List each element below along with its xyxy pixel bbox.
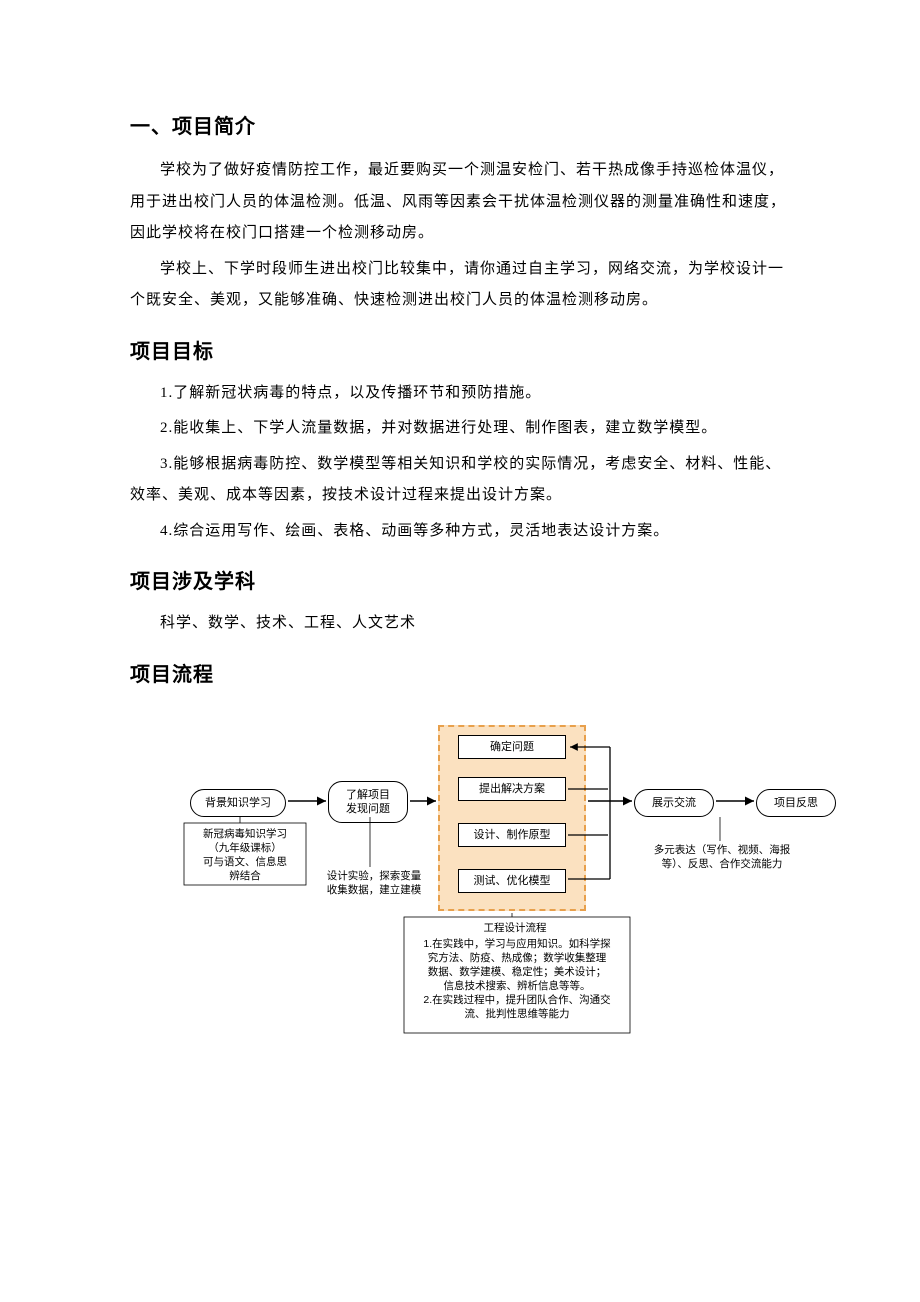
paragraph-1: 学校为了做好疫情防控工作，最近要购买一个测温安检门、若干热成像手持巡检体温仪，用… bbox=[130, 155, 790, 250]
caption-left-2: 设计实验，探索变量 收集数据，建立建模 bbox=[310, 869, 438, 897]
goal-3: 3.能够根据病毒防控、数学模型等相关知识和学校的实际情况，考虑安全、材料、性能、… bbox=[130, 449, 790, 512]
section-2-title: 项目目标 bbox=[130, 335, 790, 364]
caption-center-body: 1.在实践中，学习与应用知识。如科学探 究方法、防疫、热成像；数学收集整理 数据… bbox=[408, 937, 626, 1022]
node-define-problem: 确定问题 bbox=[458, 735, 566, 759]
node-understand-problem: 了解项目 发现问题 bbox=[328, 781, 408, 824]
node-project-reflect: 项目反思 bbox=[756, 789, 836, 817]
caption-center-title: 工程设计流程 bbox=[440, 921, 590, 935]
section-3-title: 项目涉及学科 bbox=[130, 565, 790, 594]
node-background-learning: 背景知识学习 bbox=[190, 789, 286, 817]
document-page: 一、项目简介 学校为了做好疫情防控工作，最近要购买一个测温安检门、若干热成像手持… bbox=[0, 0, 920, 1157]
node-propose-solution: 提出解决方案 bbox=[458, 777, 566, 801]
paragraph-2: 学校上、下学时段师生进出校门比较集中，请你通过自主学习，网络交流，为学校设计一个… bbox=[130, 254, 790, 317]
section-1-title: 一、项目简介 bbox=[130, 110, 790, 139]
node-present-exchange: 展示交流 bbox=[634, 789, 714, 817]
flowchart: 背景知识学习 了解项目 发现问题 确定问题 提出解决方案 设计、制作原型 测试、… bbox=[180, 717, 860, 1097]
goal-4: 4.综合运用写作、绘画、表格、动画等多种方式，灵活地表达设计方案。 bbox=[130, 516, 790, 548]
section-4-title: 项目流程 bbox=[130, 658, 790, 687]
node-test-optimize: 测试、优化模型 bbox=[458, 869, 566, 893]
node-design-prototype: 设计、制作原型 bbox=[458, 823, 566, 847]
goal-1: 1.了解新冠状病毒的特点，以及传播环节和预防措施。 bbox=[130, 378, 790, 410]
subjects-line: 科学、数学、技术、工程、人文艺术 bbox=[130, 608, 790, 640]
goal-2: 2.能收集上、下学人流量数据，并对数据进行处理、制作图表，建立数学模型。 bbox=[130, 413, 790, 445]
caption-right: 多元表达（写作、视频、海报 等）、反思、合作交流能力 bbox=[632, 843, 812, 871]
caption-left-1: 新冠病毒知识学习 （九年级课标） 可与语文、信息思 辨结合 bbox=[186, 827, 304, 884]
